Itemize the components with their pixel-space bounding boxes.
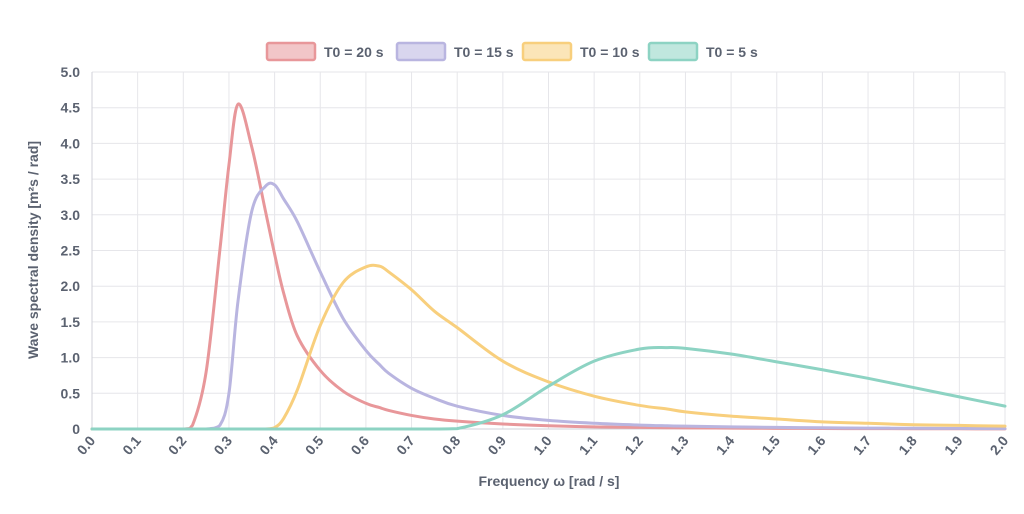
x-tick-label: 1.1 [576,432,601,457]
x-axis-ticks: 0.0 0.1 0.2 0.3 0.4 0.5 0.6 0.7 0.8 0.9 1.0 1.1 1.2 1… [74,432,1012,457]
x-tick-label: 2.0 [987,432,1012,457]
legend-label: T0 = 15 s [454,44,514,60]
y-tick-label: 1.0 [61,350,81,366]
y-tick-label: 3.0 [61,207,81,223]
x-tick-label: 0.3 [210,432,235,457]
y-tick-label: 2.0 [61,278,81,294]
x-tick-label: 0.4 [256,432,281,457]
x-tick-label: 1.5 [758,432,783,457]
x-tick-label: 0.7 [393,432,418,457]
y-tick-label: 2.5 [61,243,81,259]
legend-item-0[interactable]: T0 = 20 s [265,41,384,62]
x-axis-label: Frequency ω [rad / s] [479,473,620,489]
y-tick-label: 4.0 [61,135,81,151]
x-tick-label: 1.6 [804,432,829,457]
legend: T0 = 20 s T0 = 15 s T0 = 10 s T0 = 5 s [265,41,758,62]
series-line-1 [90,181,1007,431]
y-tick-label: 1.5 [61,314,81,330]
x-tick-label: 0.9 [484,432,509,457]
legend-swatch [395,41,447,62]
grid [91,71,1006,430]
y-axis-label: Wave spectral density [m²s / rad] [25,141,41,359]
legend-item-1[interactable]: T0 = 15 s [395,41,514,62]
x-tick-label: 0.8 [439,432,464,457]
series-lines [90,102,1007,431]
x-tick-label: 1.9 [941,432,966,457]
x-tick-label: 1.8 [895,432,920,457]
x-tick-label: 0.6 [347,432,372,457]
legend-swatch [521,41,573,62]
x-tick-label: 0.2 [165,432,190,457]
legend-item-3[interactable]: T0 = 5 s [647,41,758,62]
y-tick-label: 3.5 [61,171,81,187]
legend-item-2[interactable]: T0 = 10 s [521,41,640,62]
x-tick-label: 0.1 [119,432,144,457]
y-tick-label: 0.5 [61,385,81,401]
legend-label: T0 = 5 s [706,44,758,60]
legend-swatch [265,41,317,62]
legend-swatch [647,41,699,62]
y-axis-ticks: 0 0.5 1.0 1.5 2.0 2.5 3.0 3.5 4.0 4.5 5.0 [61,64,81,437]
series-line-3 [90,345,1007,431]
x-tick-label: 1.0 [530,432,555,457]
y-tick-label: 4.5 [61,100,81,116]
legend-label: T0 = 20 s [324,44,384,60]
y-tick-label: 5.0 [61,64,81,80]
x-tick-label: 1.4 [713,432,738,457]
x-tick-label: 1.3 [667,432,692,457]
y-tick-label: 0 [72,421,80,437]
x-tick-label: 1.2 [621,432,646,457]
x-tick-label: 0.5 [302,432,327,457]
x-tick-label: 1.7 [850,432,875,457]
legend-label: T0 = 10 s [580,44,640,60]
